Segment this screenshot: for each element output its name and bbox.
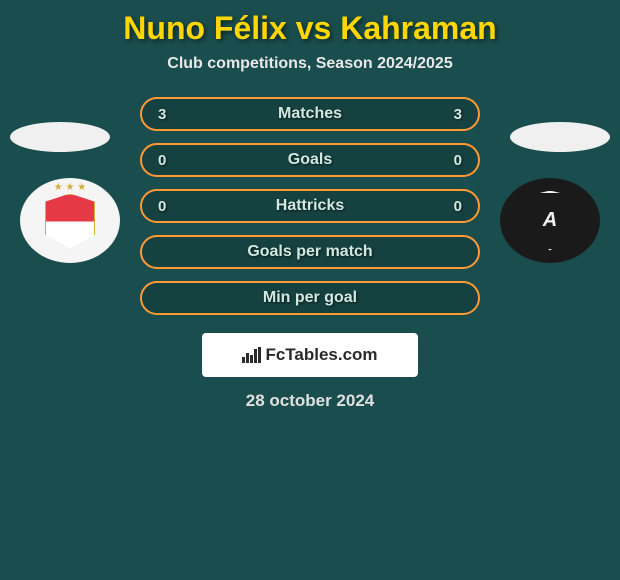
stat-value-left: 0 (158, 152, 166, 169)
stat-label: Goals per match (247, 243, 372, 261)
page-subtitle: Club competitions, Season 2024/2025 (0, 55, 620, 73)
bar-chart-icon (242, 347, 261, 363)
stat-row-goals-per-match: Goals per match (140, 235, 480, 269)
stat-value-right: 0 (454, 152, 462, 169)
stat-row-matches: 3 Matches 3 (140, 97, 480, 131)
stat-value-left: 0 (158, 198, 166, 215)
stat-label: Min per goal (263, 289, 357, 307)
stat-value-right: 3 (454, 106, 462, 123)
stat-row-min-per-goal: Min per goal (140, 281, 480, 315)
source-badge[interactable]: FcTables.com (202, 333, 418, 377)
stat-value-right: 0 (454, 198, 462, 215)
stat-label: Matches (278, 105, 342, 123)
date-label: 28 october 2024 (0, 391, 620, 411)
stats-column: 3 Matches 3 0 Goals 0 0 Hattricks 0 Goal… (140, 97, 480, 315)
stat-label: Hattricks (276, 197, 344, 215)
source-label: FcTables.com (265, 345, 377, 365)
stats-section: 3 Matches 3 0 Goals 0 0 Hattricks 0 Goal… (0, 97, 620, 315)
stat-label: Goals (288, 151, 332, 169)
stat-value-left: 3 (158, 106, 166, 123)
page-title: Nuno Félix vs Kahraman (0, 0, 620, 55)
stat-row-goals: 0 Goals 0 (140, 143, 480, 177)
stat-row-hattricks: 0 Hattricks 0 (140, 189, 480, 223)
comparison-card: Nuno Félix vs Kahraman Club competitions… (0, 0, 620, 411)
